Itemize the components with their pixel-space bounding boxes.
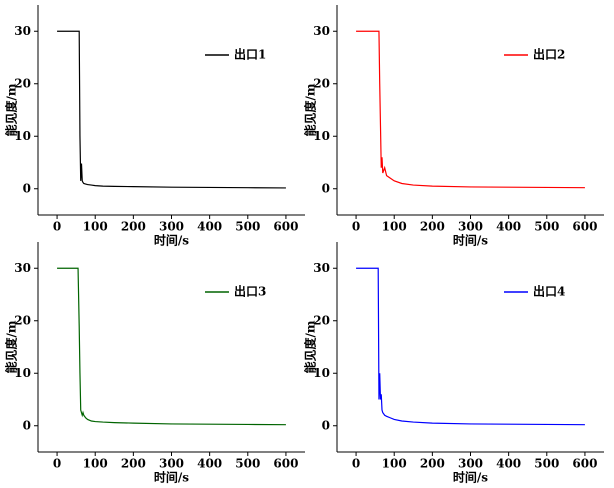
y-tick-label: 0	[322, 418, 330, 432]
y-tick-label: 0	[322, 181, 330, 195]
y-tick-label: 20	[313, 76, 330, 90]
x-tick-label: 0	[352, 457, 360, 471]
data-line	[356, 267, 585, 426]
x-axis-label: 时间/s	[154, 470, 189, 485]
data-line	[57, 267, 286, 426]
y-axis-label: 能见度/m	[4, 320, 19, 373]
x-tick-label: 500	[235, 457, 260, 471]
x-tick-label: 0	[352, 220, 360, 234]
x-tick-label: 0	[53, 457, 61, 471]
y-tick-label: 30	[14, 261, 31, 275]
x-tick-label: 600	[572, 457, 597, 471]
y-tick-label: 30	[14, 24, 31, 38]
y-tick-label: 20	[14, 76, 31, 90]
x-axis-label: 时间/s	[453, 470, 488, 485]
x-tick-label: 300	[159, 457, 184, 471]
x-tick-label: 600	[273, 220, 298, 234]
x-tick-label: 300	[458, 457, 483, 471]
x-tick-label: 500	[534, 457, 559, 471]
x-tick-label: 400	[197, 220, 222, 234]
x-tick-label: 400	[496, 457, 521, 471]
y-tick-label: 20	[313, 313, 330, 327]
data-line	[57, 30, 286, 189]
y-tick-label: 10	[14, 129, 31, 143]
x-axis-label: 时间/s	[154, 233, 189, 248]
y-tick-label: 10	[14, 366, 31, 380]
y-axis-label: 能见度/m	[4, 83, 19, 136]
y-tick-label: 30	[313, 261, 330, 275]
x-tick-label: 300	[159, 220, 184, 234]
x-tick-label: 500	[235, 220, 260, 234]
x-tick-label: 200	[121, 457, 146, 471]
x-tick-label: 400	[197, 457, 222, 471]
x-tick-label: 400	[496, 220, 521, 234]
y-tick-label: 20	[14, 313, 31, 327]
x-tick-label: 200	[420, 457, 445, 471]
x-tick-label: 200	[121, 220, 146, 234]
y-axis-label: 能见度/m	[303, 320, 318, 373]
legend-label: 出口4	[533, 284, 565, 299]
y-tick-label: 10	[313, 129, 330, 143]
x-tick-label: 500	[534, 220, 559, 234]
x-tick-label: 100	[83, 457, 108, 471]
x-tick-label: 300	[458, 220, 483, 234]
legend-label: 出口1	[234, 47, 266, 62]
y-tick-label: 0	[23, 181, 31, 195]
legend-label: 出口2	[533, 47, 565, 62]
x-tick-label: 100	[382, 457, 407, 471]
y-tick-label: 10	[313, 366, 330, 380]
legend-label: 出口3	[234, 284, 266, 299]
y-axis-label: 能见度/m	[303, 83, 318, 136]
x-tick-label: 100	[83, 220, 108, 234]
x-tick-label: 100	[382, 220, 407, 234]
y-tick-label: 0	[23, 418, 31, 432]
x-tick-label: 600	[273, 457, 298, 471]
x-tick-label: 0	[53, 220, 61, 234]
data-line	[356, 30, 585, 189]
x-axis-label: 时间/s	[453, 233, 488, 248]
x-tick-label: 200	[420, 220, 445, 234]
x-tick-label: 600	[572, 220, 597, 234]
y-tick-label: 30	[313, 24, 330, 38]
